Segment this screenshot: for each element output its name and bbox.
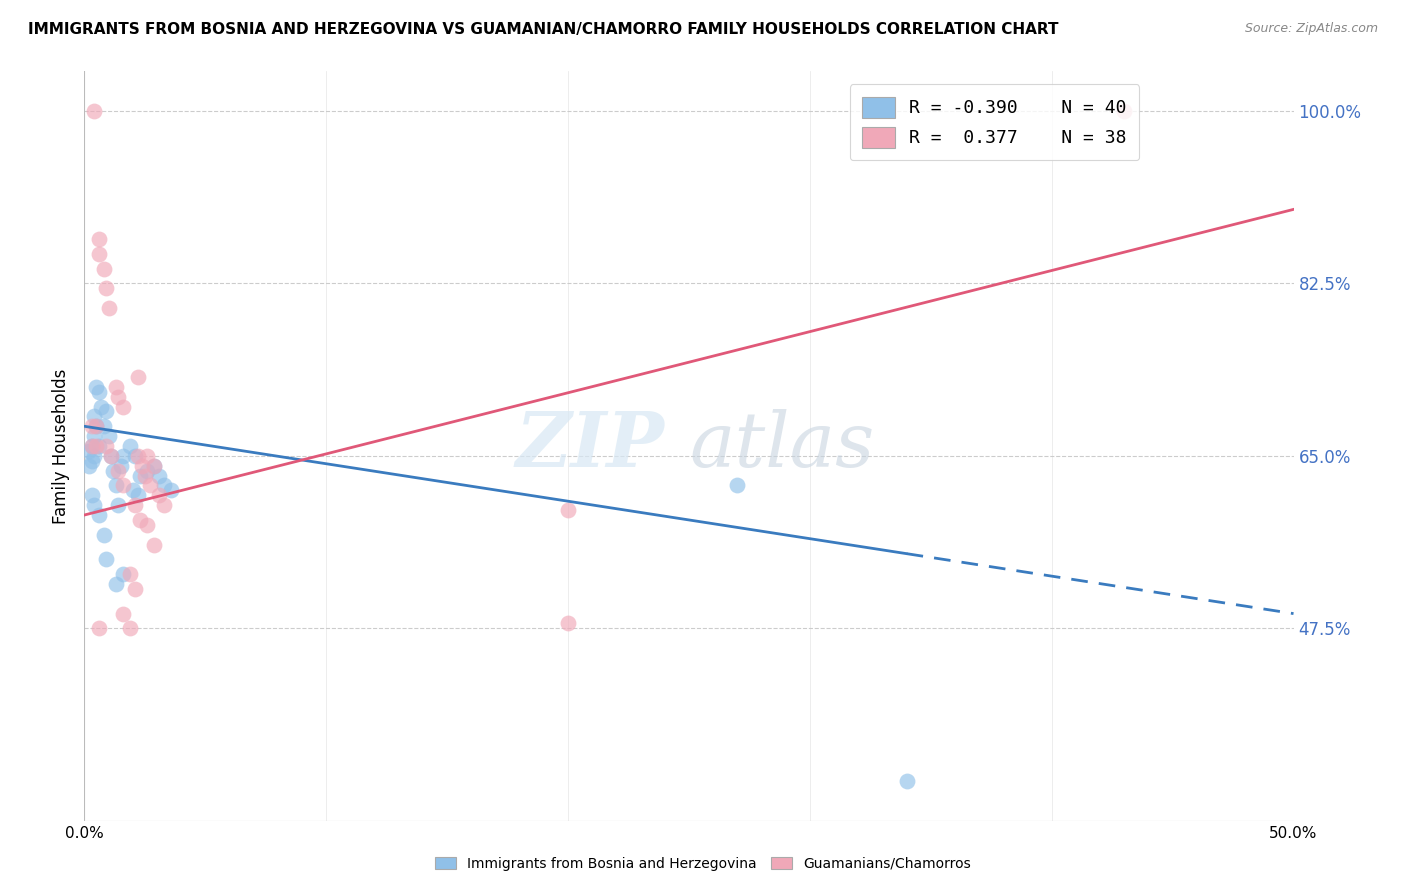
- Point: [138, 478, 160, 492]
- Point: [104, 577, 127, 591]
- Point: [112, 449, 135, 463]
- Point: [136, 464, 159, 478]
- Point: [104, 478, 127, 492]
- Point: [83, 498, 105, 512]
- Text: Source: ZipAtlas.com: Source: ZipAtlas.com: [1244, 22, 1378, 36]
- Point: [87, 439, 110, 453]
- Y-axis label: Family Households: Family Households: [52, 368, 70, 524]
- Text: ZIP: ZIP: [516, 409, 665, 483]
- Point: [94, 439, 117, 453]
- Point: [121, 483, 143, 498]
- Point: [93, 419, 115, 434]
- Point: [127, 449, 149, 463]
- Point: [80, 419, 103, 434]
- Point: [87, 232, 110, 246]
- Point: [896, 774, 918, 789]
- Point: [86, 439, 108, 453]
- Point: [86, 419, 108, 434]
- Point: [129, 468, 152, 483]
- Point: [136, 449, 159, 463]
- Point: [100, 449, 122, 463]
- Point: [83, 409, 105, 424]
- Point: [90, 400, 112, 414]
- Point: [94, 404, 117, 418]
- Point: [1114, 103, 1136, 118]
- Point: [94, 552, 117, 566]
- Point: [134, 468, 156, 483]
- Legend: R = -0.390    N = 40, R =  0.377    N = 38: R = -0.390 N = 40, R = 0.377 N = 38: [849, 84, 1139, 161]
- Point: [77, 444, 100, 458]
- Point: [110, 458, 132, 473]
- Point: [93, 527, 115, 541]
- Point: [87, 508, 110, 522]
- Point: [112, 400, 135, 414]
- Point: [120, 621, 142, 635]
- Point: [124, 498, 146, 512]
- Point: [97, 301, 120, 315]
- Point: [87, 621, 110, 635]
- Point: [148, 488, 170, 502]
- Point: [127, 488, 149, 502]
- Point: [153, 478, 176, 492]
- Text: atlas: atlas: [689, 409, 875, 483]
- Point: [107, 390, 129, 404]
- Point: [112, 478, 135, 492]
- Point: [86, 419, 108, 434]
- Point: [131, 458, 153, 473]
- Point: [80, 454, 103, 468]
- Point: [97, 429, 120, 443]
- Point: [725, 478, 748, 492]
- Point: [124, 582, 146, 596]
- Point: [143, 458, 166, 473]
- Point: [112, 567, 135, 582]
- Point: [143, 538, 166, 552]
- Point: [127, 370, 149, 384]
- Legend: Immigrants from Bosnia and Herzegovina, Guamanians/Chamorros: Immigrants from Bosnia and Herzegovina, …: [430, 851, 976, 876]
- Point: [112, 607, 135, 621]
- Point: [129, 513, 152, 527]
- Point: [80, 488, 103, 502]
- Point: [120, 439, 142, 453]
- Point: [94, 281, 117, 295]
- Point: [107, 464, 129, 478]
- Point: [104, 380, 127, 394]
- Point: [143, 458, 166, 473]
- Text: IMMIGRANTS FROM BOSNIA AND HERZEGOVINA VS GUAMANIAN/CHAMORRO FAMILY HOUSEHOLDS C: IMMIGRANTS FROM BOSNIA AND HERZEGOVINA V…: [28, 22, 1059, 37]
- Point: [120, 567, 142, 582]
- Point: [103, 464, 125, 478]
- Point: [153, 498, 176, 512]
- Point: [160, 483, 183, 498]
- Point: [83, 103, 105, 118]
- Point: [80, 439, 103, 453]
- Point: [136, 517, 159, 532]
- Point: [83, 429, 105, 443]
- Point: [87, 246, 110, 260]
- Point: [557, 503, 579, 517]
- Point: [148, 468, 170, 483]
- Point: [107, 498, 129, 512]
- Point: [83, 449, 105, 463]
- Point: [77, 458, 100, 473]
- Point: [124, 449, 146, 463]
- Point: [80, 439, 103, 453]
- Point: [86, 380, 108, 394]
- Point: [87, 384, 110, 399]
- Point: [93, 261, 115, 276]
- Point: [100, 449, 122, 463]
- Point: [557, 616, 579, 631]
